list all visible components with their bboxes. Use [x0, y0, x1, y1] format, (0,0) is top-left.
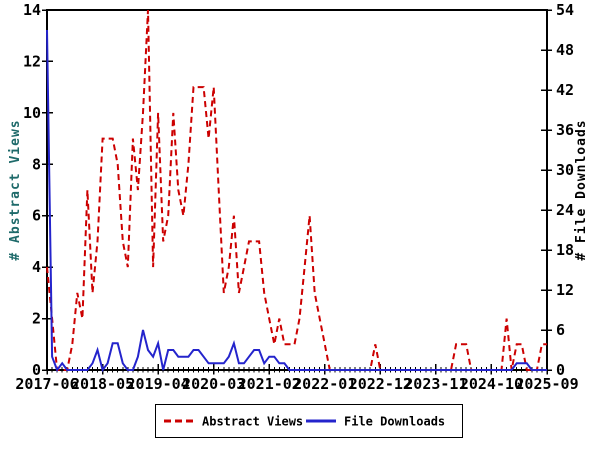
legend-file-downloads-label: File Downloads: [344, 415, 445, 429]
left-tick-label: 8: [32, 155, 41, 173]
x-tick-label: 2017-06: [15, 375, 78, 393]
right-tick-label: 12: [556, 281, 574, 299]
x-tick-label: 2022-01: [293, 375, 356, 393]
left-tick-label: 0: [32, 361, 41, 379]
x-tick-label: 2024-10: [460, 375, 523, 393]
right-tick-label: 18: [556, 241, 574, 259]
left-tick-label: 4: [32, 258, 41, 276]
x-tick-label: 2019-04: [127, 375, 190, 393]
file-downloads-line: [46, 29, 547, 373]
left-tick-label: 2: [32, 310, 41, 328]
right-tick-label: 30: [556, 161, 574, 179]
x-tick-label: 2022-12: [349, 375, 412, 393]
legend-abstract-views-label: Abstract Views: [202, 415, 303, 429]
left-tick-label: 10: [23, 104, 41, 122]
plot-area: 2017-062018-052019-042020-032021-022022-…: [15, 1, 578, 393]
right-tick-label: 24: [556, 201, 574, 219]
left-axis-title: # Abstract Views: [8, 119, 23, 260]
right-tick-label: 48: [556, 41, 574, 59]
right-tick-label: 0: [556, 361, 565, 379]
right-tick-label: 36: [556, 121, 574, 139]
right-axis-title: # File Downloads: [574, 119, 589, 260]
left-tick-label: 14: [23, 1, 41, 19]
x-tick-label: 2020-03: [182, 375, 245, 393]
x-tick-label: 2018-05: [71, 375, 134, 393]
right-tick-label: 54: [556, 1, 574, 19]
right-tick-label: 42: [556, 81, 574, 99]
plot-border: [46, 9, 548, 371]
x-tick-label: 2021-02: [238, 375, 301, 393]
left-tick-label: 6: [32, 207, 41, 225]
legend: Abstract Views File Downloads: [155, 404, 463, 438]
x-tick-label: 2023-11: [404, 375, 467, 393]
abstract-views-line: [46, 9, 547, 371]
left-tick-label: 12: [23, 52, 41, 70]
x-tick-label: 2025-09: [515, 375, 578, 393]
right-tick-label: 6: [556, 321, 565, 339]
